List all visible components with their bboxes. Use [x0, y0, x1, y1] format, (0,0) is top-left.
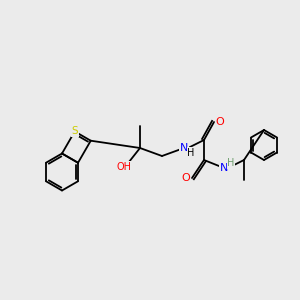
Text: O: O	[216, 117, 224, 127]
Text: OH: OH	[116, 162, 131, 172]
Text: H: H	[187, 148, 195, 158]
Text: S: S	[71, 127, 78, 136]
Text: H: H	[227, 158, 235, 168]
Text: O: O	[182, 173, 190, 183]
Text: N: N	[220, 163, 228, 173]
Text: N: N	[180, 143, 188, 153]
